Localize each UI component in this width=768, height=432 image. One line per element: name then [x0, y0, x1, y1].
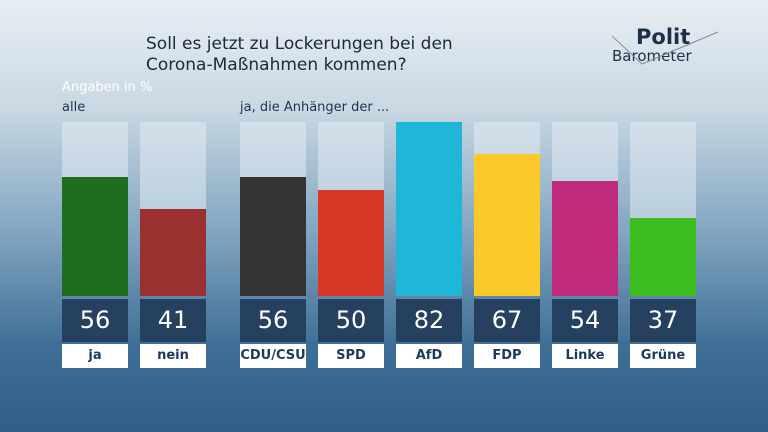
bar-track — [140, 122, 206, 296]
category-label: nein — [140, 344, 206, 368]
bar-track — [318, 122, 384, 296]
bar-track — [240, 122, 306, 296]
group-parties-label: ja, die Anhänger der ... — [240, 100, 390, 115]
category-label: CDU/CSU — [240, 344, 306, 368]
bar-track — [396, 122, 462, 296]
politbarometer-logo: Polit Barometer — [612, 25, 719, 65]
bar — [318, 189, 384, 296]
title-line-2: Corona-Maßnahmen kommen? — [146, 55, 407, 75]
value-label: 56 — [240, 299, 306, 342]
value-label: 50 — [318, 299, 384, 342]
checkmark-icon — [612, 31, 719, 65]
group-all-label: alle — [62, 100, 86, 115]
bar-column: 54 Linke — [552, 122, 618, 368]
bar — [240, 177, 306, 296]
category-label: Grüne — [630, 344, 696, 368]
value-label: 41 — [140, 299, 206, 342]
bar-track — [630, 122, 696, 296]
value-label: 56 — [62, 299, 128, 342]
bar-column: 56 ja — [62, 122, 128, 368]
bar-track — [62, 122, 128, 296]
category-label: ja — [62, 344, 128, 368]
chart-title: Soll es jetzt zu Lockerungen bei den Coro… — [146, 34, 453, 76]
value-label: 82 — [396, 299, 462, 342]
bar — [62, 177, 128, 296]
category-label: FDP — [474, 344, 540, 368]
title-line-1: Soll es jetzt zu Lockerungen bei den — [146, 34, 453, 54]
bar-track — [474, 122, 540, 296]
category-label: AfD — [396, 344, 462, 368]
bar-track — [552, 122, 618, 296]
bar-column: 56 CDU/CSU — [240, 122, 306, 368]
bar — [396, 122, 462, 296]
bar — [474, 153, 540, 296]
bar-column: 50 SPD — [318, 122, 384, 368]
category-label: SPD — [318, 344, 384, 368]
bar — [552, 181, 618, 296]
category-label: Linke — [552, 344, 618, 368]
bar-column: 67 FDP — [474, 122, 540, 368]
unit-label: Angaben in % — [62, 80, 153, 95]
bar — [630, 217, 696, 296]
bar-column: 37 Grüne — [630, 122, 696, 368]
value-label: 54 — [552, 299, 618, 342]
value-label: 37 — [630, 299, 696, 342]
logo-top: Polit — [636, 25, 691, 49]
bar-column: 82 AfD — [396, 122, 462, 368]
bar-column: 41 nein — [140, 122, 206, 368]
value-label: 67 — [474, 299, 540, 342]
bar — [140, 209, 206, 296]
